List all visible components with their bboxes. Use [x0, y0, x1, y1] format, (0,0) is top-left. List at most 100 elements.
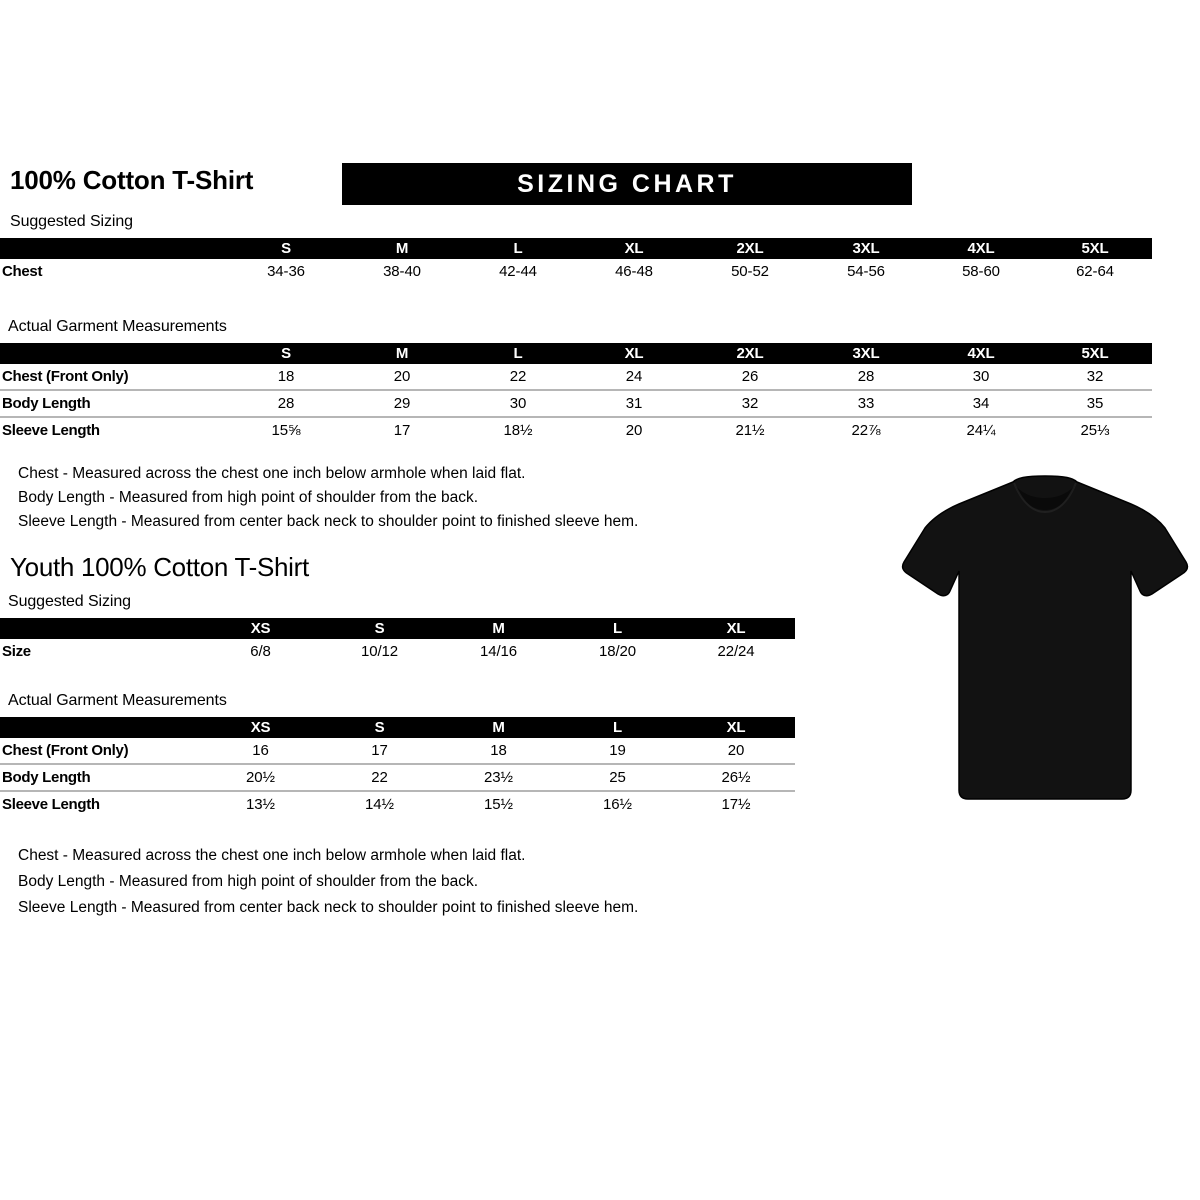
header: 100% Cotton T-Shirt SIZING CHART — [10, 163, 1190, 211]
tshirt-icon — [901, 475, 1189, 800]
cell: 26 — [741, 368, 759, 385]
cell: 20½ — [201, 763, 320, 791]
cell: 18½ — [460, 416, 576, 443]
note-line: Chest - Measured across the chest one in… — [18, 465, 526, 482]
cell: 17 — [371, 742, 388, 759]
cell: 31 — [576, 389, 692, 417]
cell: 20 — [576, 416, 692, 443]
youth-suggested-table: XS S M L XL Size 6/8 10/12 14/16 18/20 2… — [0, 618, 795, 664]
adult-suggested-caption: Suggested Sizing — [10, 213, 133, 230]
cell: 32 — [1086, 368, 1104, 385]
column-header: M — [344, 238, 460, 259]
cell: 20 — [727, 742, 745, 759]
column-header: XL — [677, 717, 795, 738]
sizing-chart-banner-label: SIZING CHART — [517, 169, 737, 198]
row-label: Chest (Front Only) — [2, 368, 129, 385]
adult-suggested-table: S M L XL 2XL 3XL 4XL 5XL Chest 34-36 38-… — [0, 238, 1152, 284]
cell: 34 — [924, 389, 1038, 417]
cell: 18/20 — [598, 643, 637, 660]
column-header: S — [320, 618, 439, 639]
column-header: 4XL — [924, 343, 1038, 364]
cell: 16 — [252, 742, 269, 759]
column-header: 5XL — [1038, 238, 1152, 259]
column-header — [0, 618, 201, 639]
cell: 42-44 — [499, 263, 537, 280]
column-header: S — [320, 717, 439, 738]
cell: 28 — [857, 368, 875, 385]
cell: 20 — [393, 368, 411, 385]
cell: 30 — [460, 389, 576, 417]
note-line: Body Length - Measured from high point o… — [18, 873, 479, 890]
cell: 22 — [509, 368, 527, 385]
column-header: L — [460, 238, 576, 259]
cell: 54-56 — [847, 263, 885, 280]
cell: 25 — [558, 763, 677, 791]
column-header: M — [439, 618, 558, 639]
column-header: M — [344, 343, 460, 364]
cell: 62-64 — [1076, 263, 1114, 280]
column-header — [0, 717, 201, 738]
cell: 28 — [228, 389, 344, 417]
note-line: Body Length - Measured from high point o… — [18, 489, 479, 506]
table-row: Sleeve Length 15⅝ 17 18½ 20 21½ 22⅞ 24¼ … — [0, 416, 1152, 443]
cell: 13½ — [201, 790, 320, 817]
note-line: Chest - Measured across the chest one in… — [18, 847, 526, 864]
column-header: XL — [576, 343, 692, 364]
column-header — [0, 238, 228, 259]
column-header: 3XL — [808, 343, 924, 364]
cell: 29 — [344, 389, 460, 417]
table-row: Size 6/8 10/12 14/16 18/20 22/24 — [0, 639, 795, 664]
youth-suggested-caption: Suggested Sizing — [8, 593, 131, 610]
table-header-row: XS S M L XL — [0, 717, 795, 738]
column-header: XS — [201, 618, 320, 639]
cell: 25⅓ — [1038, 416, 1152, 443]
cell: 21½ — [692, 416, 808, 443]
cell: 18 — [277, 368, 295, 385]
table-row: Body Length 28 29 30 31 32 33 34 35 — [0, 389, 1152, 417]
adult-garment-table: S M L XL 2XL 3XL 4XL 5XL Chest (Front On… — [0, 343, 1152, 443]
row-label: Chest (Front Only) — [2, 742, 129, 759]
cell: 17½ — [677, 790, 795, 817]
cell: 46-48 — [615, 263, 653, 280]
cell: 33 — [808, 389, 924, 417]
column-header: S — [228, 238, 344, 259]
column-header: M — [439, 717, 558, 738]
row-label: Body Length — [0, 389, 228, 417]
youth-section-title: Youth 100% Cotton T-Shirt — [10, 552, 309, 582]
cell: 30 — [972, 368, 990, 385]
cell: 22⅞ — [808, 416, 924, 443]
page-title: 100% Cotton T-Shirt — [10, 165, 254, 195]
cell: 15½ — [439, 790, 558, 817]
cell: 14/16 — [479, 643, 518, 660]
cell: 6/8 — [250, 643, 271, 660]
youth-garment-caption: Actual Garment Measurements — [8, 692, 227, 709]
column-header: L — [558, 717, 677, 738]
table-header-row: S M L XL 2XL 3XL 4XL 5XL — [0, 238, 1152, 259]
column-header: 2XL — [692, 343, 808, 364]
cell: 15⅝ — [228, 416, 344, 443]
cell: 58-60 — [962, 263, 1000, 280]
column-header: L — [460, 343, 576, 364]
adult-notes: Chest - Measured across the chest one in… — [18, 462, 638, 534]
column-header: 4XL — [924, 238, 1038, 259]
cell: 16½ — [558, 790, 677, 817]
cell: 35 — [1038, 389, 1152, 417]
column-header: XL — [576, 238, 692, 259]
column-header — [0, 343, 228, 364]
table-header-row: S M L XL 2XL 3XL 4XL 5XL — [0, 343, 1152, 364]
column-header: 3XL — [808, 238, 924, 259]
column-header: XL — [677, 618, 795, 639]
column-header: S — [228, 343, 344, 364]
row-label: Sleeve Length — [0, 790, 201, 817]
table-header-row: XS S M L XL — [0, 618, 795, 639]
note-line: Sleeve Length - Measured from center bac… — [18, 513, 639, 530]
cell: 32 — [692, 389, 808, 417]
sizing-chart-banner: SIZING CHART — [342, 163, 912, 205]
cell: 50-52 — [731, 263, 769, 280]
youth-notes: Chest - Measured across the chest one in… — [18, 843, 638, 921]
cell: 19 — [609, 742, 626, 759]
youth-garment-table: XS S M L XL Chest (Front Only) 16 17 18 … — [0, 717, 795, 817]
row-label: Sleeve Length — [0, 416, 228, 443]
row-label: Chest — [2, 263, 43, 280]
row-label: Size — [2, 643, 31, 660]
